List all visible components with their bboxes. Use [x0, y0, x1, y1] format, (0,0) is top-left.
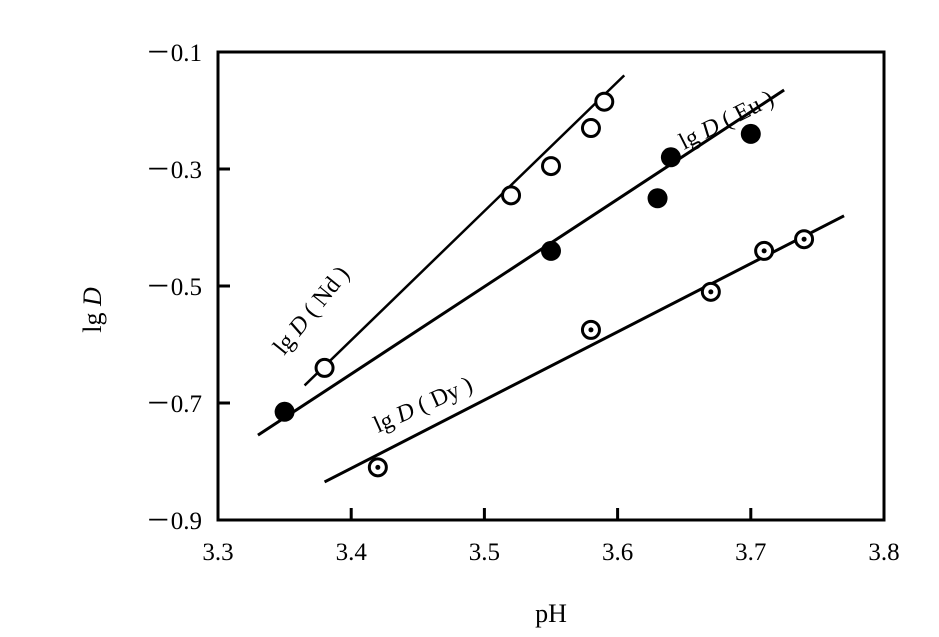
x-axis-title: pH — [535, 599, 567, 628]
x-tick-label: 3.3 — [202, 539, 233, 566]
y-tick-label: －0.9 — [146, 508, 202, 535]
data-point-eu — [541, 240, 561, 261]
data-point-eu — [274, 401, 295, 422]
x-tick-label: 3.5 — [469, 539, 500, 566]
data-point-nd — [594, 91, 615, 112]
y-tick-label: －0.3 — [146, 157, 202, 184]
x-tick-label: 3.6 — [602, 539, 633, 566]
data-point-dy — [794, 229, 815, 250]
data-point-dy — [754, 240, 775, 261]
fit-line-nd — [303, 74, 626, 387]
y-ticks: －0.1 －0.3 －0.5 －0.7 －0.9 — [146, 40, 230, 535]
data-point-dy — [367, 457, 388, 478]
data-point-eu — [647, 188, 668, 209]
fit-line-eu — [257, 88, 785, 437]
series-label-eu: lg D ( Eu ) — [675, 86, 778, 156]
series-label-nd: lg D ( Nd ) — [268, 262, 355, 360]
data-point-nd — [580, 118, 601, 139]
series-label-dy: lg D ( Dy ) — [370, 372, 477, 439]
y-tick-label: －0.5 — [146, 274, 202, 301]
data-points — [274, 91, 815, 478]
data-point-nd — [314, 357, 335, 378]
x-tick-label: 3.8 — [868, 539, 899, 566]
data-point-eu — [740, 123, 761, 144]
data-point-dy — [700, 281, 721, 302]
fit-line-dy — [323, 214, 845, 484]
data-point-nd — [501, 185, 522, 206]
x-tick-label: 3.4 — [336, 539, 368, 566]
data-point-eu — [660, 147, 681, 168]
y-axis-title: lg D — [78, 287, 107, 333]
y-tick-label: －0.1 — [146, 40, 202, 67]
data-point-dy — [580, 319, 601, 340]
fit-lines — [257, 74, 845, 484]
x-ticks: 3.3 3.4 3.5 3.6 3.7 3.8 — [202, 508, 900, 566]
y-tick-label: －0.7 — [146, 391, 202, 418]
data-point-nd — [541, 156, 561, 177]
x-tick-label: 3.7 — [735, 539, 766, 566]
